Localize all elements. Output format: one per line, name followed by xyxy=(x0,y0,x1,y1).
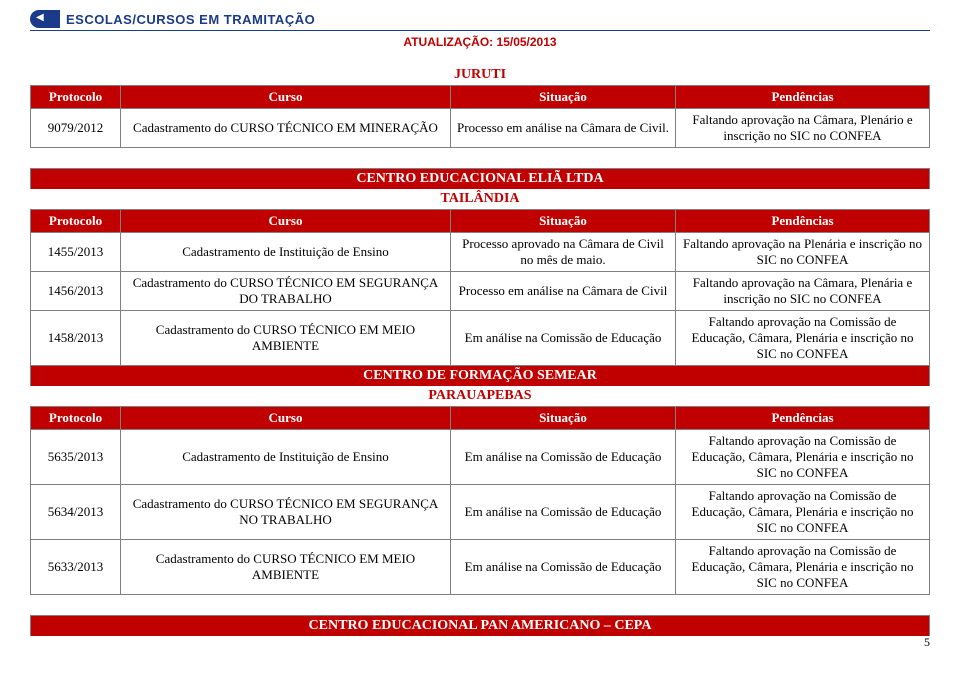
col-protocolo: Protocolo xyxy=(31,86,121,109)
col-situacao: Situação xyxy=(451,86,676,109)
cell-curso: Cadastramento do CURSO TÉCNICO EM SEGURA… xyxy=(121,485,451,540)
section-title-footer: CENTRO EDUCACIONAL PAN AMERICANO – CEPA xyxy=(30,615,930,636)
cell-pendencias: Faltando aprovação na Comissão de Educaç… xyxy=(676,430,930,485)
section-title: CENTRO EDUCACIONAL ELIÃ LTDA xyxy=(30,168,930,189)
table-row: 1456/2013 Cadastramento do CURSO TÉCNICO… xyxy=(31,272,930,311)
table-row: 9079/2012 Cadastramento do CURSO TÉCNICO… xyxy=(31,109,930,148)
col-situacao: Situação xyxy=(451,407,676,430)
col-protocolo: Protocolo xyxy=(31,210,121,233)
cell-situacao: Processo aprovado na Câmara de Civil no … xyxy=(451,233,676,272)
table-header-row: Protocolo Curso Situação Pendências xyxy=(31,407,930,430)
col-pendencias: Pendências xyxy=(676,407,930,430)
cell-curso: Cadastramento do CURSO TÉCNICO EM MEIO A… xyxy=(121,311,451,366)
table-row: 1455/2013 Cadastramento de Instituição d… xyxy=(31,233,930,272)
cell-curso: Cadastramento do CURSO TÉCNICO EM MINERA… xyxy=(121,109,451,148)
col-situacao: Situação xyxy=(451,210,676,233)
header-rule xyxy=(30,30,930,31)
cell-situacao: Processo em análise na Câmara de Civil xyxy=(451,272,676,311)
cell-protocolo: 5634/2013 xyxy=(31,485,121,540)
cell-curso: Cadastramento do CURSO TÉCNICO EM MEIO A… xyxy=(121,540,451,595)
cell-pendencias: Faltando aprovação na Câmara, Plenária e… xyxy=(676,272,930,311)
page-number: 5 xyxy=(924,635,930,650)
cell-protocolo: 1455/2013 xyxy=(31,233,121,272)
cell-protocolo: 1458/2013 xyxy=(31,311,121,366)
col-pendencias: Pendências xyxy=(676,86,930,109)
table-header-row: Protocolo Curso Situação Pendências xyxy=(31,210,930,233)
header-pill-icon xyxy=(30,10,60,28)
col-protocolo: Protocolo xyxy=(31,407,121,430)
cell-pendencias: Faltando aprovação na Comissão de Educaç… xyxy=(676,485,930,540)
col-curso: Curso xyxy=(121,407,451,430)
table-row: 5633/2013 Cadastramento do CURSO TÉCNICO… xyxy=(31,540,930,595)
cell-pendencias: Faltando aprovação na Comissão de Educaç… xyxy=(676,311,930,366)
cell-situacao: Em análise na Comissão de Educação xyxy=(451,430,676,485)
col-curso: Curso xyxy=(121,86,451,109)
city-title: TAILÂNDIA xyxy=(30,191,930,207)
section-title: CENTRO DE FORMAÇÃO SEMEAR xyxy=(30,366,930,386)
update-date: ATUALIZAÇÃO: 15/05/2013 xyxy=(30,35,930,49)
cell-pendencias: Faltando aprovação na Plenária e inscriç… xyxy=(676,233,930,272)
data-table-parauapebas: Protocolo Curso Situação Pendências 5635… xyxy=(30,406,930,595)
table-row: 5635/2013 Cadastramento de Instituição d… xyxy=(31,430,930,485)
header-title: ESCOLAS/CURSOS EM TRAMITAÇÃO xyxy=(66,12,315,27)
cell-pendencias: Faltando aprovação na Câmara, Plenário e… xyxy=(676,109,930,148)
city-title: PARAUAPEBAS xyxy=(30,388,930,404)
cell-protocolo: 9079/2012 xyxy=(31,109,121,148)
cell-situacao: Em análise na Comissão de Educação xyxy=(451,485,676,540)
col-pendencias: Pendências xyxy=(676,210,930,233)
cell-protocolo: 1456/2013 xyxy=(31,272,121,311)
table-row: 1458/2013 Cadastramento do CURSO TÉCNICO… xyxy=(31,311,930,366)
data-table-juruti: Protocolo Curso Situação Pendências 9079… xyxy=(30,85,930,148)
cell-situacao: Em análise na Comissão de Educação xyxy=(451,311,676,366)
cell-curso: Cadastramento de Instituição de Ensino xyxy=(121,233,451,272)
city-title: JURUTI xyxy=(30,67,930,83)
cell-pendencias: Faltando aprovação na Comissão de Educaç… xyxy=(676,540,930,595)
cell-protocolo: 5635/2013 xyxy=(31,430,121,485)
header-bar: ESCOLAS/CURSOS EM TRAMITAÇÃO xyxy=(30,10,930,28)
cell-curso: Cadastramento do CURSO TÉCNICO EM SEGURA… xyxy=(121,272,451,311)
table-header-row: Protocolo Curso Situação Pendências xyxy=(31,86,930,109)
cell-situacao: Processo em análise na Câmara de Civil. xyxy=(451,109,676,148)
data-table-tailandia: Protocolo Curso Situação Pendências 1455… xyxy=(30,209,930,366)
cell-curso: Cadastramento de Instituição de Ensino xyxy=(121,430,451,485)
col-curso: Curso xyxy=(121,210,451,233)
cell-situacao: Em análise na Comissão de Educação xyxy=(451,540,676,595)
table-row: 5634/2013 Cadastramento do CURSO TÉCNICO… xyxy=(31,485,930,540)
cell-protocolo: 5633/2013 xyxy=(31,540,121,595)
